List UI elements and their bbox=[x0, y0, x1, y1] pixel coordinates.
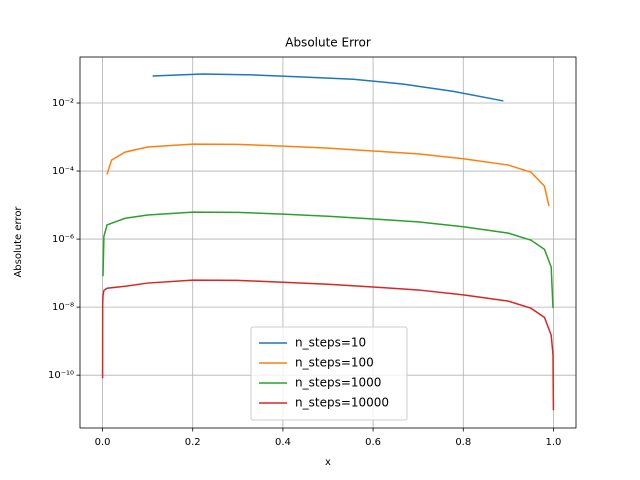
legend-label: n_steps=10000 bbox=[295, 396, 389, 410]
x-tick-label: 0.4 bbox=[275, 437, 291, 448]
legend-box bbox=[250, 326, 408, 421]
x-tick-label: 0.8 bbox=[455, 437, 471, 448]
legend-label: n_steps=100 bbox=[295, 356, 374, 370]
series-line bbox=[106, 143, 550, 207]
grid bbox=[80, 57, 576, 428]
chart-title: Absolute Error bbox=[285, 36, 371, 50]
plot-frame bbox=[79, 56, 577, 429]
x-tick-label: 0.2 bbox=[185, 437, 201, 448]
legend-label: n_steps=1000 bbox=[295, 376, 381, 390]
x-tick-label: 0.6 bbox=[365, 437, 381, 448]
y-tick-label: 10⁻⁶ bbox=[52, 234, 74, 245]
y-tick-label: 10⁻² bbox=[52, 98, 74, 109]
x-axis-label: x bbox=[325, 457, 331, 468]
y-tick-label: 10⁻⁸ bbox=[52, 302, 74, 313]
series-line bbox=[152, 73, 504, 102]
legend: n_steps=10 n_steps=100 n_steps=1000 n_steps… bbox=[250, 326, 408, 421]
x-tick-label: 0.0 bbox=[95, 437, 111, 448]
legend-label: n_steps=10 bbox=[295, 336, 366, 350]
y-axis-label: Absolute error bbox=[13, 206, 24, 278]
y-tick-label: 10⁻⁴ bbox=[52, 166, 74, 177]
y-tick-label: 10⁻¹⁰ bbox=[48, 370, 74, 381]
series-line bbox=[101, 279, 555, 411]
x-tick-label: 1.0 bbox=[546, 437, 562, 448]
series-line bbox=[102, 211, 554, 309]
